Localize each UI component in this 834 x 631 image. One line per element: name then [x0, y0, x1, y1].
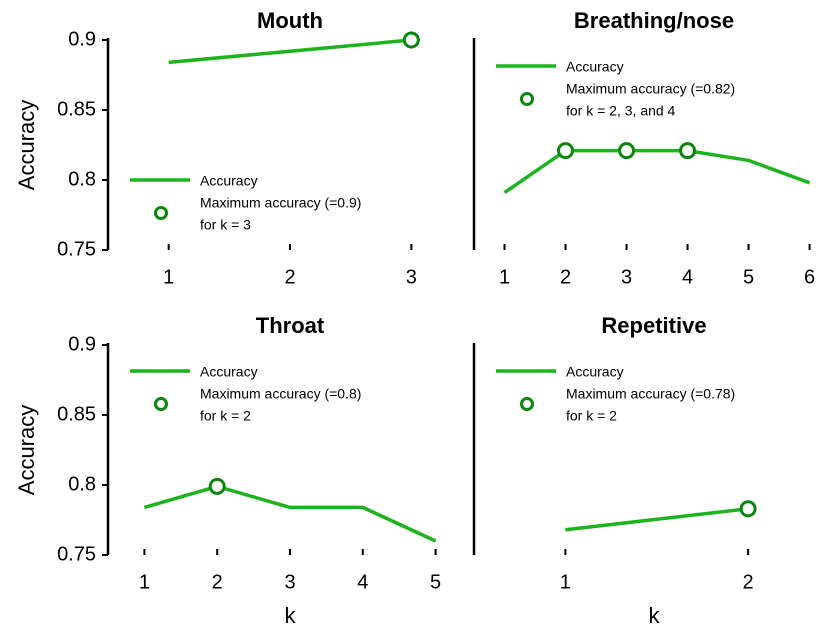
y-tick-label: 0.75 [57, 238, 96, 260]
y-tick-label: 0.8 [68, 473, 96, 495]
legend-label: Accuracy [200, 364, 258, 380]
y-tick-label: 0.8 [68, 168, 96, 190]
legend-label: for k = 2 [200, 408, 251, 424]
legend-label: for k = 2, 3, and 4 [566, 103, 676, 119]
legend-label: Accuracy [200, 173, 258, 189]
x-tick-label: 4 [682, 266, 693, 288]
x-tick-label: 2 [743, 571, 754, 593]
max-marker [402, 31, 420, 49]
legend-label: for k = 3 [200, 217, 251, 233]
legend-label: Accuracy [566, 59, 624, 75]
accuracy-line [503, 148, 811, 195]
legend-label: Maximum accuracy (=0.78) [566, 386, 735, 402]
y-tick-label: 0.9 [68, 333, 96, 355]
accuracy-line [565, 507, 749, 532]
x-tick-label: 4 [357, 571, 368, 593]
subplot-title: Mouth [257, 8, 323, 33]
legend-marker [154, 206, 168, 220]
legend-label: Accuracy [566, 364, 624, 380]
y-tick-label: 0.85 [57, 403, 96, 425]
subplot-title: Repetitive [601, 313, 706, 338]
y-tick-label: 0.85 [57, 98, 96, 120]
accuracy-line [168, 38, 412, 65]
subplot-title: Throat [256, 313, 325, 338]
x-tick-label: 1 [163, 266, 174, 288]
x-tick-label: 5 [743, 266, 754, 288]
x-tick-label: 1 [560, 571, 571, 593]
x-tick-label: 2 [560, 266, 571, 288]
x-axis-label: k [285, 603, 297, 628]
legend-marker [520, 92, 534, 106]
x-axis-label: k [649, 603, 661, 628]
subplot-title: Breathing/nose [574, 8, 734, 33]
y-tick-label: 0.9 [68, 28, 96, 50]
accuracy-line [143, 484, 437, 543]
max-marker [557, 142, 575, 160]
legend-label: for k = 2 [566, 408, 617, 424]
x-tick-label: 2 [212, 571, 223, 593]
legend-label: Maximum accuracy (=0.8) [200, 386, 361, 402]
legend-marker [154, 397, 168, 411]
x-tick-label: 6 [804, 266, 815, 288]
max-marker [618, 142, 636, 160]
y-axis-label: Accuracy [14, 100, 39, 190]
x-tick-label: 3 [284, 571, 295, 593]
max-marker [739, 500, 757, 518]
y-tick-label: 0.75 [57, 543, 96, 565]
x-tick-label: 3 [621, 266, 632, 288]
x-tick-label: 1 [499, 266, 510, 288]
x-tick-label: 2 [284, 266, 295, 288]
x-tick-label: 3 [406, 266, 417, 288]
x-tick-label: 5 [430, 571, 441, 593]
max-marker [679, 142, 697, 160]
legend-label: Maximum accuracy (=0.82) [566, 81, 735, 97]
y-axis-label: Accuracy [14, 405, 39, 495]
x-tick-label: 1 [139, 571, 150, 593]
legend-label: Maximum accuracy (=0.9) [200, 195, 361, 211]
max-marker [208, 477, 226, 495]
legend-marker [520, 397, 534, 411]
